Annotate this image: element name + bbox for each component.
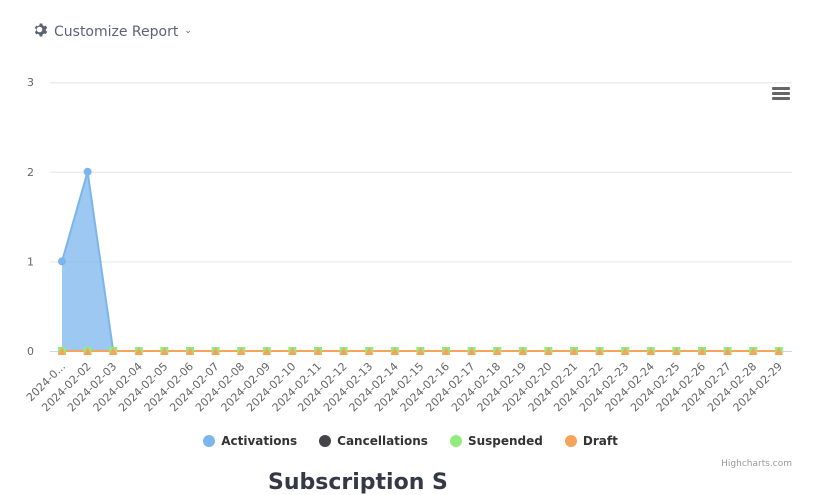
draft-marker (211, 347, 220, 355)
chevron-down-icon: ⌄ (184, 26, 192, 36)
highcharts-credits-link[interactable]: Highcharts.com (721, 459, 792, 469)
draft-marker (134, 347, 143, 355)
y-tick-label: 3 (27, 76, 34, 89)
y-tick-label: 0 (27, 345, 34, 358)
chart-legend: Activations Cancellations Suspended Draf… (0, 434, 821, 448)
draft-marker (58, 347, 66, 355)
draft-marker (672, 347, 681, 355)
draft-marker (518, 347, 527, 355)
chart-grid (50, 82, 792, 352)
legend-item-suspended[interactable]: Suspended (449, 434, 543, 448)
draft-marker (544, 347, 553, 355)
draft-marker (186, 347, 194, 355)
legend-marker-icon (203, 435, 216, 447)
chart-menu-button[interactable] (772, 87, 790, 101)
draft-marker (774, 347, 783, 355)
customize-report-button[interactable]: Customize Report ⌄ (33, 22, 192, 42)
draft-marker (442, 347, 450, 355)
draft-marker (698, 347, 706, 355)
draft-marker (390, 347, 399, 355)
hamburger-menu-icon (772, 87, 790, 90)
draft-marker (288, 347, 297, 355)
section-heading: Subscription S (268, 470, 448, 495)
draft-marker (339, 347, 348, 355)
draft-marker (416, 347, 425, 355)
draft-marker (109, 347, 118, 355)
draft-marker (749, 347, 758, 355)
y-tick-label: 1 (27, 255, 34, 268)
draft-marker (723, 347, 732, 355)
draft-marker (365, 347, 374, 355)
draft-marker (467, 347, 476, 355)
legend-marker-icon (449, 435, 462, 447)
x-axis: 2024-0...2024-02-022024-02-032024-02-042… (24, 360, 785, 414)
legend-marker-icon (564, 435, 577, 447)
activations-marker (83, 167, 92, 176)
activations-marker (58, 257, 66, 266)
draft-marker (83, 347, 92, 355)
draft-marker (595, 347, 604, 355)
draft-marker (314, 347, 322, 355)
customize-report-label: Customize Report (54, 24, 179, 40)
y-tick-label: 2 (27, 166, 34, 179)
area-chart: 0 1 2 3 2024-0...2024-02-022024-02-032024-0… (24, 76, 792, 414)
draft-marker (237, 347, 246, 355)
draft-marker (262, 347, 271, 355)
gear-icon (33, 22, 49, 42)
legend-item-cancellations[interactable]: Cancellations (319, 434, 428, 448)
legend-item-activations[interactable]: Activations (203, 434, 297, 448)
draft-marker (493, 347, 502, 355)
y-axis: 0 1 2 3 (27, 76, 34, 358)
draft-marker (160, 347, 169, 355)
draft-marker (570, 347, 578, 355)
draft-marker (621, 347, 630, 355)
chart-series (58, 167, 783, 355)
legend-item-draft[interactable]: Draft (564, 434, 618, 448)
draft-marker (646, 347, 655, 355)
legend-marker-icon (319, 435, 332, 447)
